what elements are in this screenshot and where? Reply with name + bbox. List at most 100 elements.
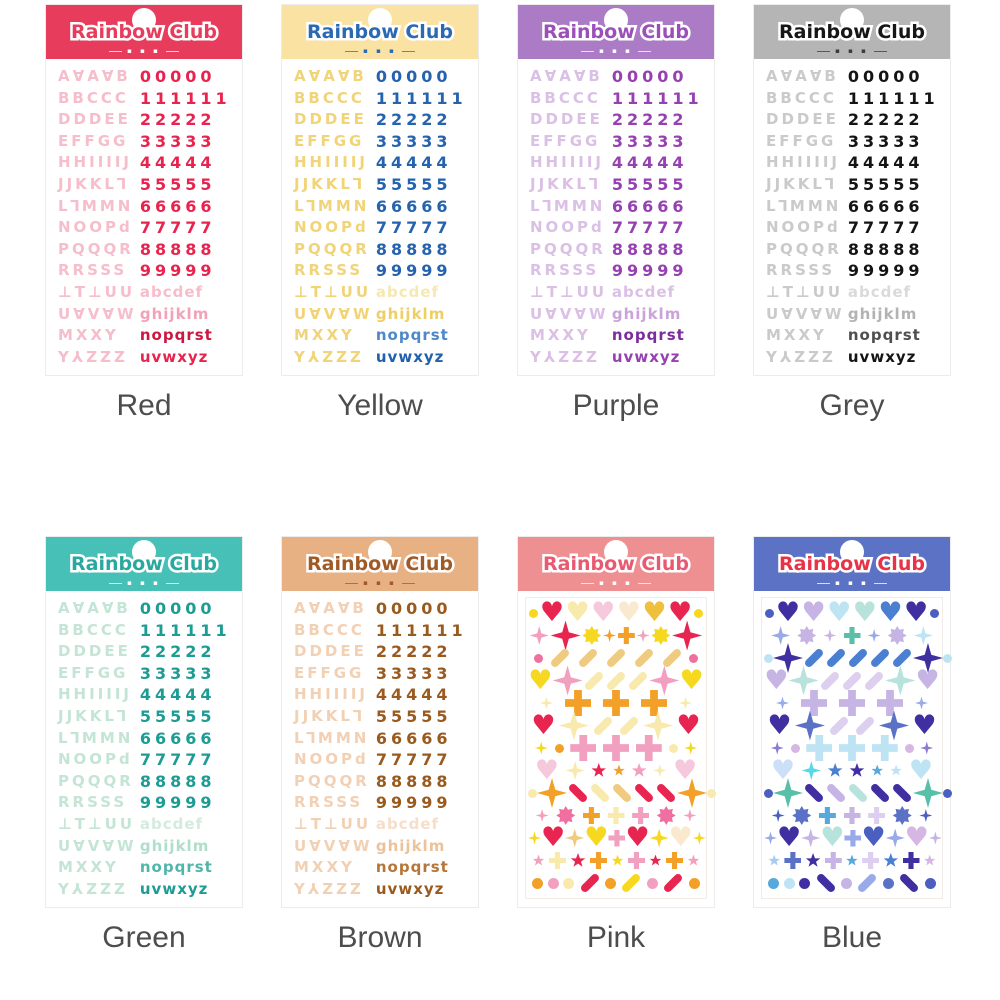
letter-sticker-row: MXXY: [58, 858, 119, 877]
heart-sticker: ♥: [904, 822, 929, 853]
heart-sticker: ♥: [667, 597, 693, 628]
cross-sticker: [666, 852, 683, 869]
dot-sticker: [547, 877, 559, 889]
letter-sticker-row: JJKKL⅂: [294, 706, 365, 725]
dot-sticker: [689, 653, 698, 663]
number-sticker-row: 88888: [611, 239, 688, 259]
cross-sticker: [549, 852, 566, 869]
letter-sticker-row: DDDEE: [294, 642, 367, 661]
spark-sticker: [684, 741, 698, 755]
variant-label-brown: Brown: [337, 921, 423, 954]
sticker-row: ♥ ♥: [764, 665, 940, 696]
cross-sticker: [565, 690, 591, 716]
sheet-subtitle: ▪ ▪ ▪: [282, 579, 478, 587]
spark-sticker: [529, 626, 549, 645]
number-sticker-row: 99999: [375, 261, 452, 281]
numbers-column: 00000 111111 22222 33333 44444 55555 66666 7777…: [612, 66, 708, 368]
heart-sticker: ♥: [616, 597, 641, 628]
letter-sticker-row: RRSSS: [58, 261, 128, 280]
letter-sticker-row: JJKKL⅂: [530, 174, 601, 193]
sticker-sheet-yellow: Rainbow Club ▪ ▪ ▪ A∀A∀B BBCCC DDDEE EFFGG H…: [281, 4, 479, 376]
sticker-row: [764, 625, 940, 647]
number-sticker-row: 44444: [375, 685, 452, 705]
spark-sticker: [653, 764, 667, 777]
dot-sticker: [924, 877, 936, 889]
letter-sticker-row: RRSSS: [294, 793, 364, 812]
number-sticker-row: 00000: [375, 599, 452, 618]
sticker-row: [764, 805, 940, 827]
spark-sticker: [679, 696, 692, 710]
number-sticker-row: 99999: [847, 261, 924, 281]
cross-sticker: [784, 852, 802, 869]
number-sticker-row: 111111: [375, 620, 467, 640]
spark-sticker: [928, 831, 942, 845]
number-sticker-row: 66666: [375, 196, 452, 216]
dot-sticker: [943, 788, 952, 798]
dashb-sticker: [589, 782, 611, 804]
variant-label-blue: Blue: [821, 921, 883, 954]
heart-sticker: ♥: [625, 822, 650, 853]
letter-sticker-row: NOOPd: [58, 218, 133, 237]
sheet-header: Rainbow Club ▪ ▪ ▪: [754, 537, 950, 591]
number-sticker-row: 88888: [139, 771, 216, 791]
heart-sticker: ♥: [861, 822, 886, 853]
lowercase-sticker-row: nopqrst: [611, 326, 685, 345]
number-sticker-row: 99999: [139, 793, 216, 813]
heart-sticker: ♥: [912, 709, 937, 741]
number-sticker-row: 33333: [847, 131, 924, 151]
spark-sticker: [534, 741, 548, 755]
dot-sticker: [929, 608, 939, 618]
letter-sticker-row: MXXY: [294, 858, 355, 877]
burst-sticker: [792, 806, 812, 825]
spark-sticker: [535, 809, 549, 822]
heart-sticker: ♥: [903, 597, 929, 628]
spark-sticker: [550, 620, 581, 651]
letter-sticker-row: NOOPd: [58, 750, 133, 769]
number-sticker-row: 44444: [847, 153, 924, 173]
heart-sticker: ♥: [673, 754, 698, 786]
sticker-row: ♥ ♥ ♥ ♥ ♥ ♥: [764, 597, 940, 628]
letter-sticker-row: U∀V∀W: [530, 304, 609, 323]
lowercase-sticker-row: abcdef: [375, 814, 440, 833]
number-sticker-row: 00000: [139, 67, 216, 86]
sticker-row: [528, 690, 704, 716]
dot-sticker: [693, 608, 703, 618]
sheet-header: Rainbow Club ▪ ▪ ▪: [518, 5, 714, 59]
number-sticker-row: 00000: [611, 67, 688, 86]
lowercase-sticker-row: ghijklm: [847, 304, 918, 323]
dash-sticker: [803, 647, 825, 669]
dash-sticker: [825, 647, 847, 669]
number-sticker-row: 00000: [375, 67, 452, 86]
number-sticker-row: 22222: [847, 110, 924, 130]
lowercase-sticker-row: ghijklm: [375, 836, 446, 855]
heart-sticker: ♥: [591, 597, 616, 628]
letter-sticker-row: ⊥T⊥UU: [58, 282, 136, 301]
spark-sticker: [692, 831, 706, 845]
letter-sticker-row: HHIIIIJ: [530, 153, 605, 172]
letter-sticker-row: EFFGG: [294, 663, 365, 682]
letter-sticker-row: L⅂MMN: [58, 196, 134, 215]
star-sticker: [805, 853, 821, 867]
sticker-row: [528, 805, 704, 827]
sheet-subtitle: ▪ ▪ ▪: [282, 47, 478, 55]
star-sticker: [923, 854, 936, 866]
number-sticker-row: 111111: [375, 88, 467, 108]
number-sticker-row: 55555: [139, 174, 216, 194]
dashb-sticker: [898, 872, 920, 894]
letter-sticker-row: JJKKL⅂: [58, 706, 129, 725]
dash-sticker: [828, 714, 850, 737]
dashb-sticker: [567, 782, 589, 804]
number-sticker-row: 22222: [139, 110, 216, 130]
lowercase-sticker-row: ghijklm: [139, 304, 210, 323]
sheet-subtitle: ▪ ▪ ▪: [518, 579, 714, 587]
lowercase-sticker-row: abcdef: [375, 282, 440, 301]
letter-sticker-row: JJKKL⅂: [294, 174, 365, 193]
number-sticker-row: 44444: [611, 153, 688, 173]
sheet-subtitle: ▪ ▪ ▪: [754, 47, 950, 55]
spark-sticker: [565, 761, 585, 780]
heart-sticker: ♥: [676, 709, 701, 741]
star-sticker: [631, 763, 647, 777]
sheet-header: Rainbow Club ▪ ▪ ▪: [282, 537, 478, 591]
dash-sticker: [618, 714, 640, 737]
spark-sticker: [771, 626, 791, 645]
